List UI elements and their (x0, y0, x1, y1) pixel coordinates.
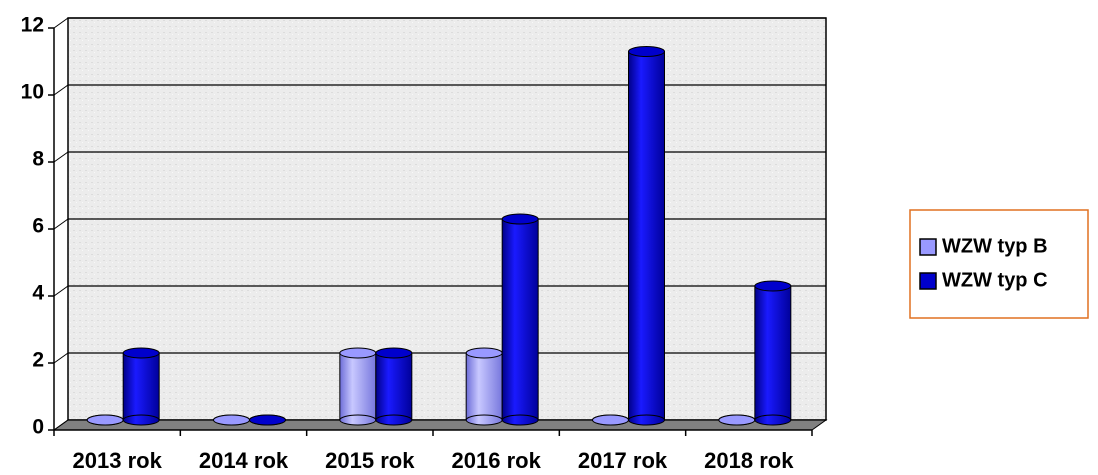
bar (718, 414, 756, 426)
bar-top (718, 414, 756, 426)
bar-top (501, 213, 539, 225)
x-tick-label: 2016 rok (452, 448, 542, 473)
y-tick-join (53, 352, 69, 364)
y-tick-label: 0 (32, 416, 44, 439)
bar-body (465, 352, 503, 421)
bar-top (86, 414, 124, 426)
legend-swatch (919, 238, 937, 256)
bar (501, 213, 539, 426)
legend (909, 209, 1089, 319)
bar-bottom (754, 414, 792, 426)
bar-top (628, 46, 665, 57)
floor (52, 419, 828, 431)
legend-label: WZW typ C (942, 269, 1048, 291)
bar (754, 280, 792, 426)
bar (628, 46, 665, 426)
bar (339, 347, 377, 426)
bar-top (754, 280, 792, 292)
bar (465, 347, 503, 426)
y-tick-label: 4 (32, 282, 44, 305)
bar-top (375, 347, 413, 359)
y-tick-join (53, 17, 69, 29)
bar (122, 347, 160, 426)
bar (249, 414, 286, 426)
y-tick-label: 2 (32, 349, 44, 372)
y-tick-join (53, 151, 69, 163)
legend-label: WZW typ B (942, 235, 1048, 257)
x-tick-label: 2013 rok (73, 448, 163, 473)
bar-bottom (465, 414, 503, 426)
x-tick-label: 2017 rok (578, 448, 668, 473)
y-tick-label: 10 (21, 81, 44, 104)
bar-top (122, 347, 160, 359)
y-tick-label: 8 (32, 148, 44, 171)
y-tick-join (53, 419, 69, 431)
bar-bottom (375, 414, 413, 426)
bar-top (339, 347, 377, 359)
bar-top (249, 414, 286, 426)
bar-top (213, 414, 250, 426)
bar-bottom (501, 414, 539, 426)
bar (592, 414, 629, 426)
y-tick-label: 6 (32, 215, 44, 238)
bar-top (465, 347, 503, 359)
x-tick-label: 2014 rok (199, 448, 289, 473)
y-tick-join (53, 218, 69, 230)
bar-bottom (339, 414, 377, 426)
bar-body (375, 352, 413, 421)
bar-body (122, 352, 160, 421)
y-tick-join (53, 285, 69, 297)
x-tick-label: 2018 rok (704, 448, 794, 473)
bar-body (339, 352, 377, 421)
bar-body (754, 285, 792, 421)
bar-top (592, 414, 629, 426)
bar (375, 347, 413, 426)
bar-body (501, 218, 539, 421)
bar (86, 414, 124, 426)
y-tick-join (53, 84, 69, 96)
y-tick-label: 12 (21, 14, 44, 37)
bar-body (628, 51, 665, 421)
bar (213, 414, 250, 426)
bar-bottom (122, 414, 160, 426)
bar-bottom (628, 414, 665, 426)
legend-swatch (919, 272, 937, 290)
x-tick-label: 2015 rok (325, 448, 415, 473)
